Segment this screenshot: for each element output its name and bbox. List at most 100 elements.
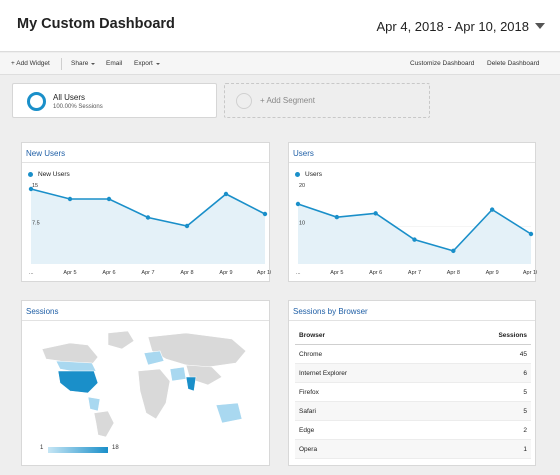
map-scale-min: 1 xyxy=(40,445,44,451)
export-button[interactable]: Export xyxy=(134,60,160,67)
column-header-browser[interactable]: Browser xyxy=(299,332,326,339)
widget-title[interactable]: Sessions by Browser xyxy=(293,307,368,316)
sessions-cell: 6 xyxy=(523,369,527,377)
share-label: Share xyxy=(71,60,89,67)
map-region-africa xyxy=(137,368,171,420)
data-point xyxy=(184,223,190,229)
widget-divider xyxy=(289,320,535,321)
map-region-europe xyxy=(143,350,165,366)
users-line-chart: 20 10... Apr 5 Apr 6 Apr 7 Apr 8 Apr 9 Apr 10 xyxy=(295,183,537,276)
data-point xyxy=(223,191,229,197)
date-range-picker[interactable]: Apr 4, 2018 - Apr 10, 2018 xyxy=(372,15,551,37)
widget-sessions-by-browser: Sessions by Browser Browser Sessions Chr… xyxy=(288,300,536,466)
x-tick-label: Apr 6 xyxy=(369,270,382,276)
widget-divider xyxy=(22,320,269,321)
data-point xyxy=(451,248,456,254)
x-tick-label: Apr 9 xyxy=(486,270,499,276)
legend-label: Users xyxy=(305,171,322,178)
legend-label: New Users xyxy=(38,171,70,178)
page-title: My Custom Dashboard xyxy=(17,16,175,32)
email-button[interactable]: Email xyxy=(106,60,123,67)
data-point xyxy=(412,237,417,242)
map-region-middle-east xyxy=(169,366,187,382)
table-row: Chrome 45 xyxy=(295,345,531,364)
map-scale-max: 18 xyxy=(112,445,119,451)
map-region-india xyxy=(185,376,197,392)
chart-legend: Users xyxy=(295,171,322,178)
chart-legend: New Users xyxy=(28,171,70,178)
x-tick-label: Apr 10 xyxy=(523,270,537,276)
x-tick-label: Apr 8 xyxy=(180,270,193,276)
widget-new-users: New Users New Users 15 7.5... Apr 5 Apr 6 Ap… xyxy=(21,142,271,282)
sessions-cell: 45 xyxy=(519,350,527,358)
y-tick-label: 7.5 xyxy=(32,221,40,227)
sessions-cell: 5 xyxy=(523,388,527,396)
x-tick-label: Apr 8 xyxy=(447,270,460,276)
map-region-australia xyxy=(215,402,243,424)
table-row: Edge 2 xyxy=(295,421,531,440)
table-row: Opera 1 xyxy=(295,440,531,459)
browser-cell: Firefox xyxy=(299,388,319,396)
delete-dashboard-button[interactable]: Delete Dashboard xyxy=(487,60,540,67)
chevron-down-icon xyxy=(155,62,160,65)
x-tick-label: ... xyxy=(296,270,301,276)
dashboard-header: My Custom Dashboard Apr 4, 2018 - Apr 10… xyxy=(0,0,560,52)
series-area xyxy=(31,189,265,264)
new-users-line-chart: 15 7.5... Apr 5 Apr 6 Apr 7 Apr 8 Apr 9 Apr 10 xyxy=(28,183,271,276)
data-point xyxy=(262,211,268,217)
data-point xyxy=(145,215,151,220)
map-region-greenland xyxy=(107,330,135,350)
y-tick-label: 15 xyxy=(32,183,38,189)
legend-dot-icon xyxy=(28,172,33,177)
segment-all-users[interactable]: All Users 100.00% Sessions xyxy=(12,83,217,118)
browser-cell: Chrome xyxy=(299,350,323,358)
y-tick-label: 20 xyxy=(299,183,305,189)
add-segment-button[interactable]: + Add Segment xyxy=(224,83,430,118)
export-label: Export xyxy=(134,60,153,67)
x-tick-label: Apr 10 xyxy=(257,270,271,276)
segment-ring-icon xyxy=(27,92,46,111)
table-row: Firefox 5 xyxy=(295,383,531,402)
date-range-label: Apr 4, 2018 - Apr 10, 2018 xyxy=(376,18,530,34)
toolbar-divider xyxy=(61,58,62,70)
data-point xyxy=(67,196,73,202)
browser-cell: Edge xyxy=(299,426,315,434)
add-widget-button[interactable]: + Add Widget xyxy=(11,60,50,67)
x-tick-label: Apr 7 xyxy=(408,270,421,276)
segment-name: All Users xyxy=(53,93,86,102)
widget-title[interactable]: New Users xyxy=(26,149,66,158)
data-point xyxy=(334,214,340,220)
x-tick-label: Apr 6 xyxy=(102,270,115,276)
table-row: Internet Explorer 6 xyxy=(295,364,531,383)
data-point xyxy=(295,201,301,207)
x-tick-label: Apr 5 xyxy=(330,270,343,276)
widget-sessions: Sessions 1 18 xyxy=(21,300,270,466)
dashboard-toolbar: + Add Widget Share Email Export Customiz… xyxy=(0,53,560,75)
widget-title[interactable]: Users xyxy=(293,149,314,158)
share-button[interactable]: Share xyxy=(71,60,96,67)
legend-dot-icon xyxy=(295,172,300,177)
segment-percentage: 100.00% Sessions xyxy=(53,104,103,110)
map-region-united-states xyxy=(57,370,99,394)
map-region-russia xyxy=(147,332,247,368)
empty-segment-icon xyxy=(236,93,252,109)
customize-dashboard-button[interactable]: Customize Dashboard xyxy=(410,60,475,67)
map-region-south-america xyxy=(93,410,115,438)
add-segment-label: + Add Segment xyxy=(260,96,315,105)
data-point xyxy=(528,231,534,237)
table-row: Safari 5 xyxy=(295,402,531,421)
sessions-cell: 5 xyxy=(523,407,527,415)
x-tick-label: Apr 9 xyxy=(219,270,232,276)
table-header-row: Browser Sessions xyxy=(295,327,531,345)
data-point xyxy=(489,207,495,212)
x-tick-label: Apr 7 xyxy=(141,270,154,276)
data-point xyxy=(28,186,34,192)
browser-cell: Internet Explorer xyxy=(299,369,348,377)
browser-cell: Safari xyxy=(299,407,316,415)
widget-divider xyxy=(289,162,535,163)
column-header-sessions[interactable]: Sessions xyxy=(498,332,527,339)
data-point xyxy=(373,211,378,216)
browser-cell: Opera xyxy=(299,445,318,453)
widget-title[interactable]: Sessions xyxy=(26,307,59,316)
world-map xyxy=(41,330,247,438)
